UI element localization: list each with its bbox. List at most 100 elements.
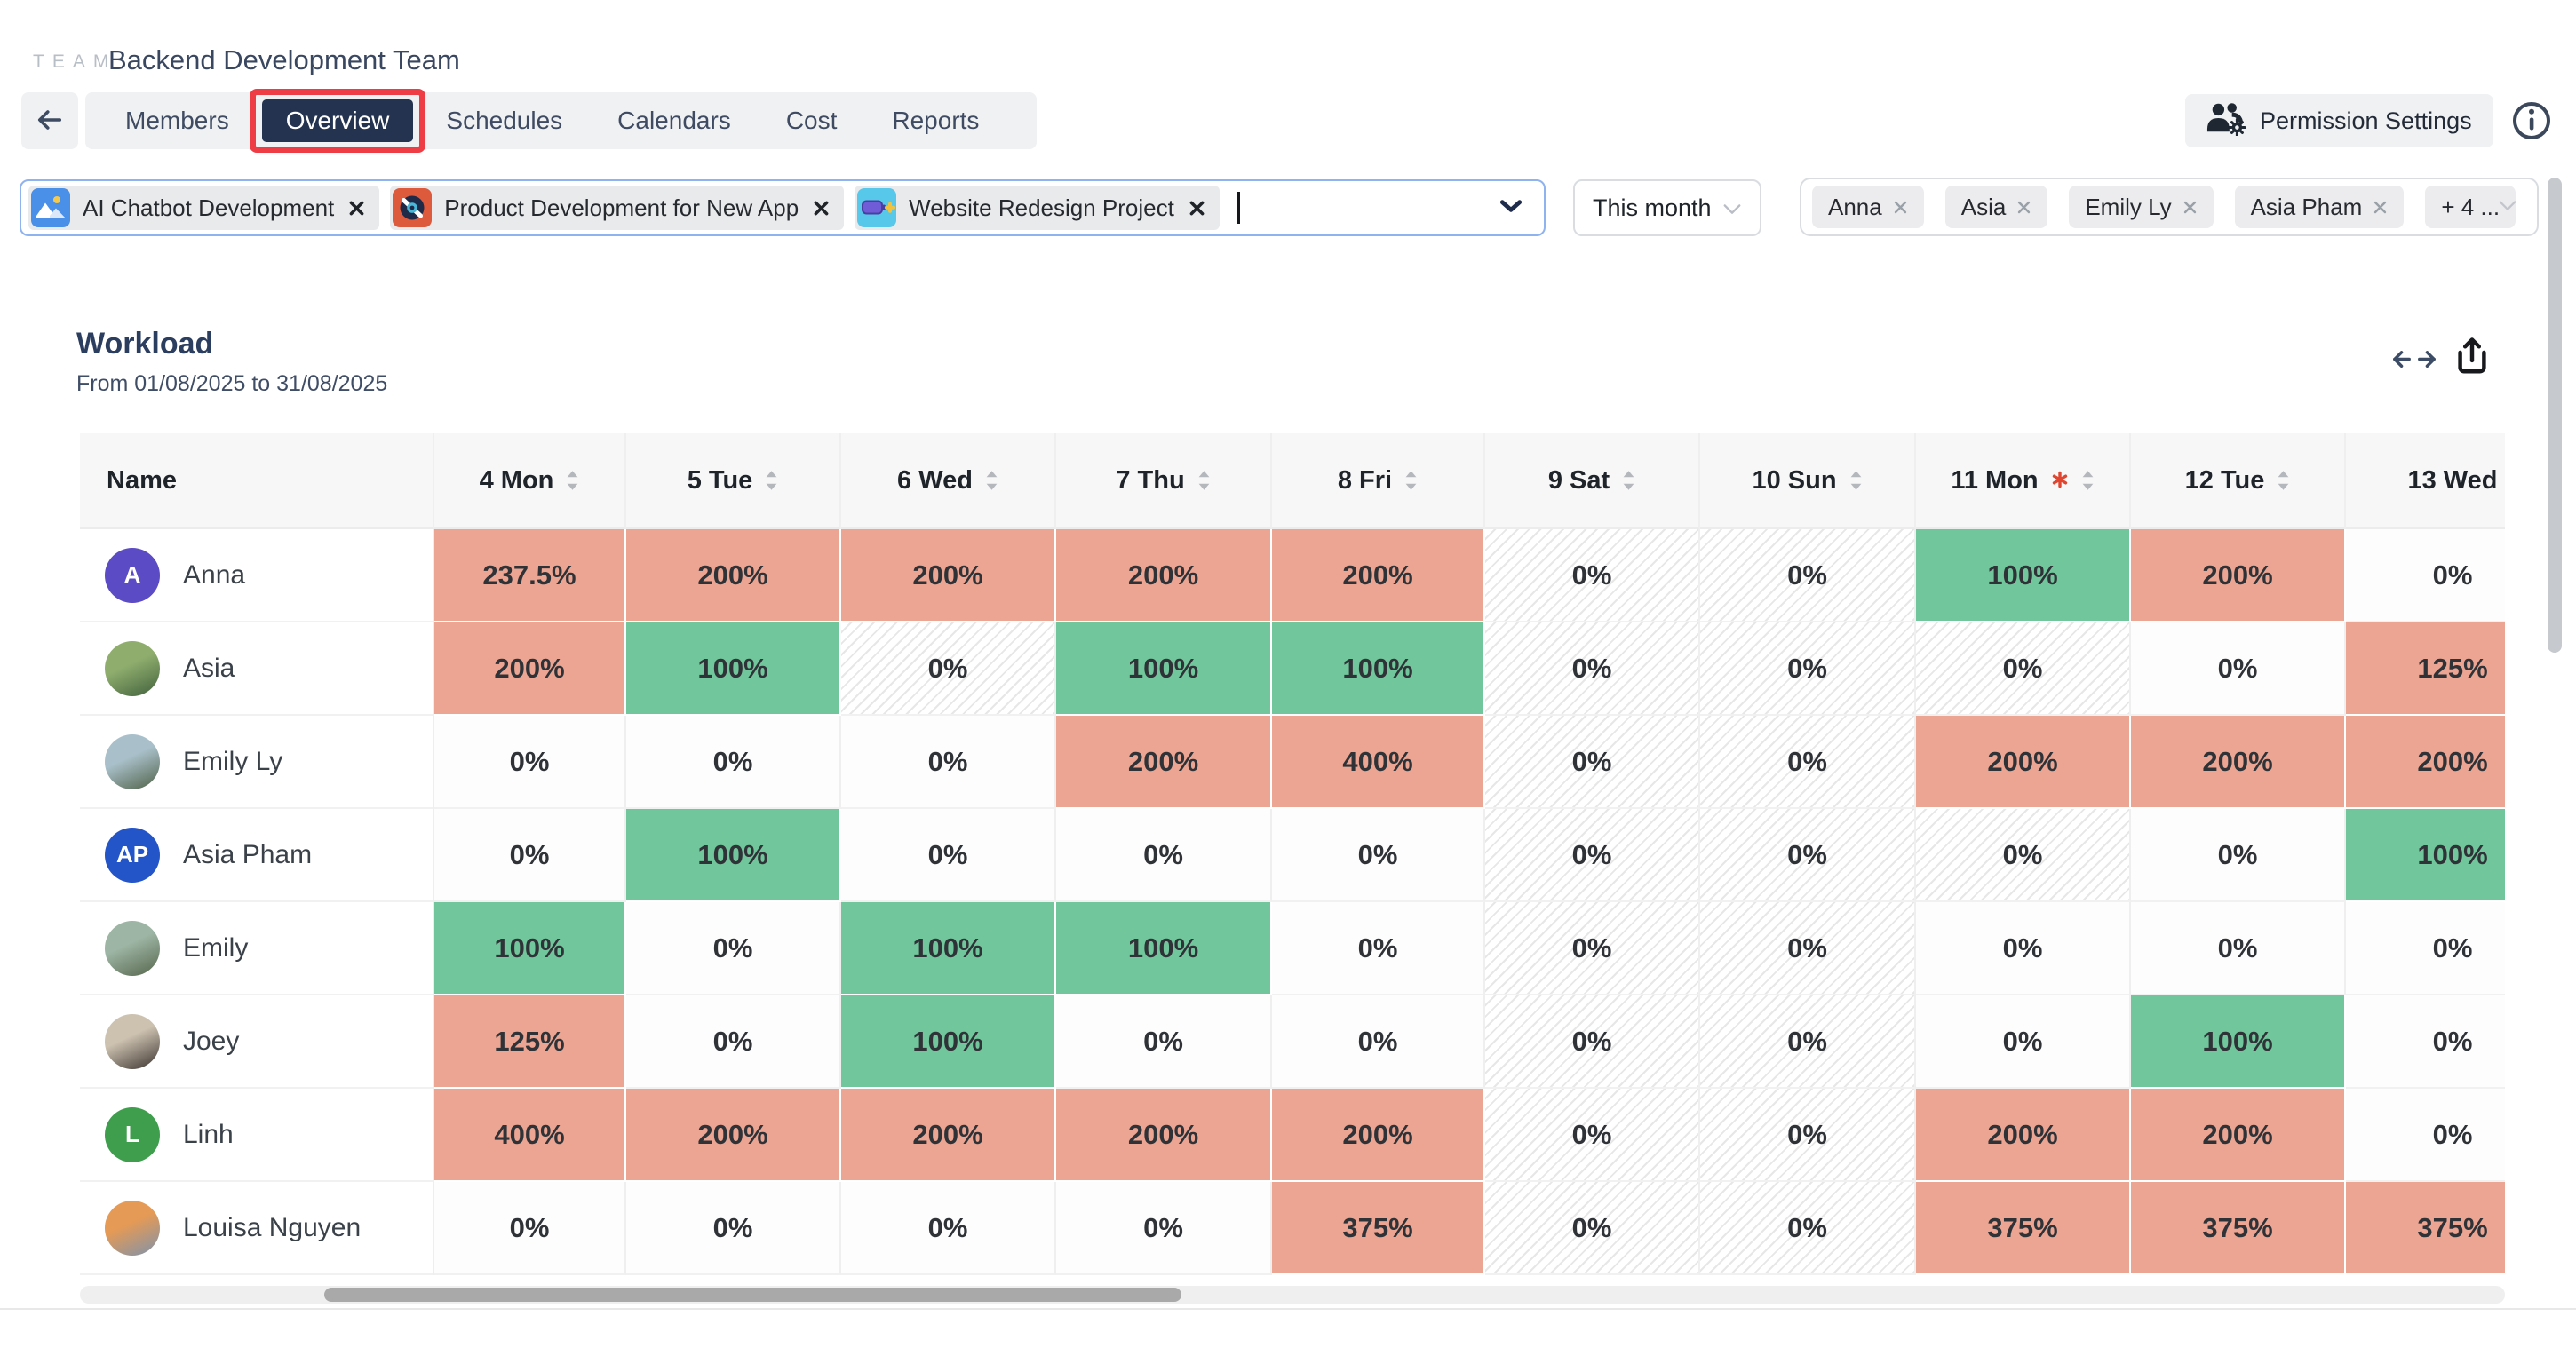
workload-cell: 200%	[1916, 716, 2131, 809]
member-name-cell: Emily Ly	[80, 716, 434, 809]
chevron-down-icon[interactable]	[2498, 200, 2517, 217]
workload-cell: 375%	[1916, 1182, 2131, 1275]
member-name-cell: Emily	[80, 902, 434, 995]
nav-bar: Members Overview Schedules Calendars Cost Rep…	[21, 89, 1038, 153]
member-tag-label: Anna	[1828, 193, 1882, 220]
workload-cell: 200%	[2346, 716, 2505, 809]
project-tag-label: Product Development for New App	[444, 194, 799, 221]
project-tag[interactable]: AI Chatbot Development	[28, 186, 380, 230]
column-header-label: 9 Sat	[1547, 465, 1610, 495]
tab-reports[interactable]: Reports	[892, 107, 980, 134]
close-icon[interactable]	[348, 200, 365, 217]
close-icon[interactable]	[2373, 200, 2388, 215]
project-tag-list: AI Chatbot Development Product Developmen…	[28, 186, 1220, 230]
member-filter[interactable]: Anna Asia Emily Ly Asia Pham + 4 ...	[1800, 178, 2539, 236]
workload-cell: 0%	[1272, 902, 1485, 995]
sort-icon[interactable]	[566, 470, 579, 491]
workload-cell: 0%	[2346, 995, 2505, 1089]
vertical-scrollbar-thumb[interactable]	[2548, 178, 2562, 653]
sort-icon[interactable]	[765, 470, 778, 491]
member-tag[interactable]: Asia Pham	[2234, 186, 2405, 228]
sort-icon[interactable]	[985, 470, 998, 491]
workload-cell: 200%	[1272, 529, 1485, 622]
sort-icon[interactable]	[1197, 470, 1211, 491]
column-header-name: Name	[80, 433, 434, 529]
workload-cell: 0%	[2346, 1089, 2505, 1182]
workload-cell: 0%	[1916, 622, 2131, 716]
workload-cell: 0%	[841, 622, 1056, 716]
chevron-down-icon[interactable]	[1499, 199, 1523, 218]
tab-members[interactable]: Members	[125, 107, 229, 134]
info-icon[interactable]	[2510, 99, 2553, 142]
workload-cell: 0%	[1700, 995, 1916, 1089]
column-header-label: 7 Thu	[1116, 465, 1185, 495]
horizontal-scrollbar[interactable]	[80, 1286, 2505, 1304]
workload-cell: 0%	[1700, 902, 1916, 995]
share-export-icon[interactable]	[2455, 336, 2489, 377]
workload-cell: 0%	[841, 1182, 1056, 1275]
table-row: L Linh 400% 200% 200% 200% 200% 0% 0% 200% 200% 0%	[80, 1089, 2505, 1182]
workload-cell: 100%	[841, 902, 1056, 995]
tab-cost[interactable]: Cost	[785, 107, 838, 134]
project-filter[interactable]: AI Chatbot Development Product Developmen…	[20, 179, 1546, 236]
workload-cell: 0%	[1485, 622, 1700, 716]
workload-cell: 200%	[2131, 1089, 2346, 1182]
close-icon[interactable]	[1189, 200, 1205, 217]
member-tag[interactable]: Anna	[1812, 186, 1924, 228]
sort-icon[interactable]	[2277, 470, 2290, 491]
workload-cell: 0%	[1916, 902, 2131, 995]
close-icon[interactable]	[813, 200, 830, 217]
avatar: AP	[105, 827, 160, 883]
workload-cell: 200%	[1272, 1089, 1485, 1182]
workload-cell: 0%	[1272, 809, 1485, 902]
project-tag[interactable]: Product Development for New App	[390, 186, 845, 230]
project-tag-label: AI Chatbot Development	[83, 194, 335, 221]
close-icon[interactable]	[2182, 200, 2198, 215]
horizontal-scrollbar-thumb[interactable]	[324, 1288, 1181, 1302]
workload-cell: 0%	[1272, 995, 1485, 1089]
project-tag-label: Website Redesign Project	[909, 194, 1174, 221]
column-header: 9 Sat	[1485, 433, 1700, 529]
member-overflow-tag[interactable]: + 4 ...	[2425, 186, 2516, 228]
column-header-label: 12 Tue	[2184, 465, 2265, 495]
column-header: 11 Mon	[1916, 433, 2131, 529]
project-tag[interactable]: Website Redesign Project	[855, 186, 1220, 230]
avatar	[105, 1013, 160, 1069]
tab-overview[interactable]: Overview	[249, 89, 426, 153]
back-button[interactable]	[21, 92, 78, 149]
section-title: Workload	[76, 327, 214, 361]
text-cursor	[1236, 192, 1240, 224]
sort-icon[interactable]	[1622, 470, 1635, 491]
member-name-cell: AP Asia Pham	[80, 809, 434, 902]
period-select[interactable]: This month	[1573, 179, 1761, 236]
permission-settings-button[interactable]: Permission Settings	[2185, 94, 2493, 147]
member-tag[interactable]: Asia	[1944, 186, 2048, 228]
arrow-left-icon	[34, 104, 66, 139]
sort-icon[interactable]	[1849, 470, 1863, 491]
workload-cell: 0%	[841, 716, 1056, 809]
member-tag-label: Emily Ly	[2085, 193, 2172, 220]
workload-cell: 100%	[2346, 809, 2505, 902]
member-tag[interactable]: Emily Ly	[2069, 186, 2214, 228]
users-gear-icon	[2206, 100, 2246, 142]
workload-cell: 0%	[626, 1182, 841, 1275]
member-name: Louisa Nguyen	[183, 1212, 362, 1242]
close-icon[interactable]	[2016, 200, 2031, 215]
tab-schedules[interactable]: Schedules	[446, 107, 563, 134]
workload-cell: 0%	[1700, 809, 1916, 902]
workload-cell: 100%	[1272, 622, 1485, 716]
date-range-label: From 01/08/2025 to 31/08/2025	[76, 371, 388, 396]
workload-cell: 0%	[434, 809, 626, 902]
member-tag-list: Anna Asia Emily Ly Asia Pham + 4 ...	[1812, 186, 2526, 228]
sort-icon[interactable]	[1404, 470, 1418, 491]
workload-cell: 0%	[1700, 1182, 1916, 1275]
workload-cell: 0%	[626, 716, 841, 809]
workload-cell: 237.5%	[434, 529, 626, 622]
column-header-label: 13 Wed	[2407, 465, 2498, 495]
expand-horizontal-icon[interactable]	[2391, 348, 2437, 371]
table-row: A Anna 237.5% 200% 200% 200% 200% 0% 0% 100% 200% 0…	[80, 529, 2505, 622]
sort-icon[interactable]	[2081, 470, 2095, 491]
workload-cell: 200%	[434, 622, 626, 716]
tab-calendars[interactable]: Calendars	[617, 107, 731, 134]
close-icon[interactable]	[1893, 200, 1908, 215]
